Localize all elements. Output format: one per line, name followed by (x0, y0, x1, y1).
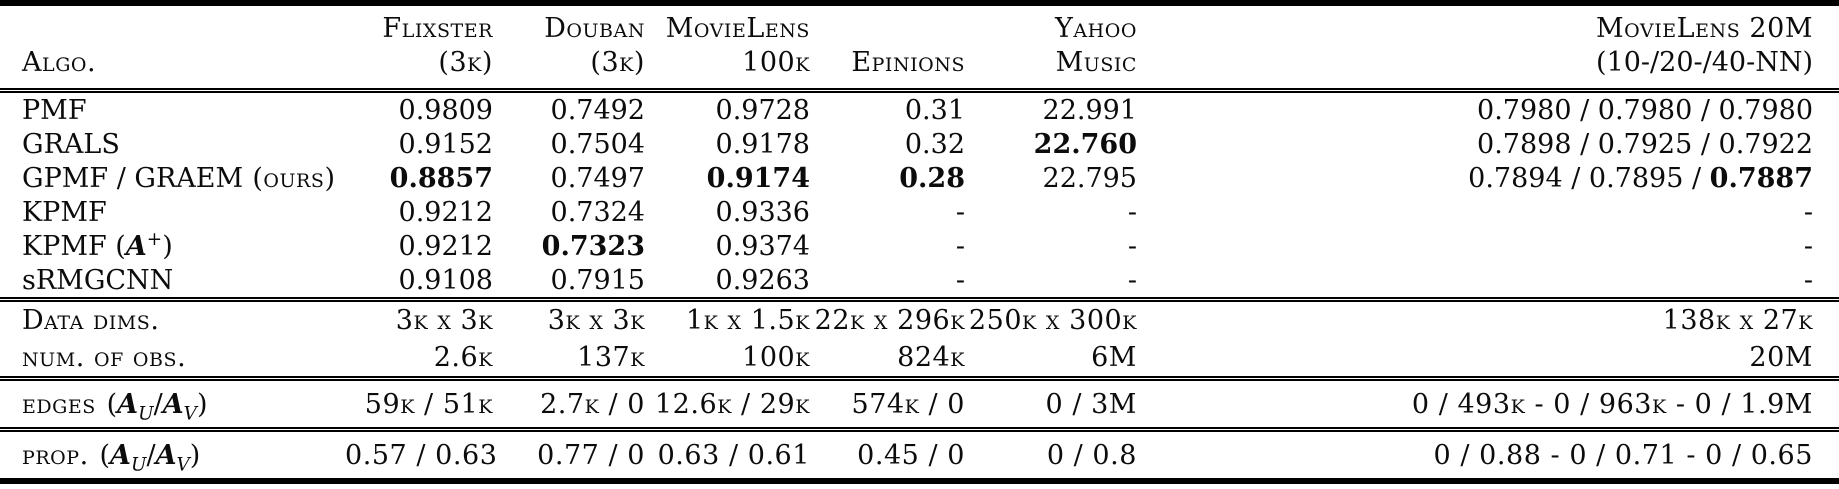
metric-cell-ml20m: 0.7894 / 0.7895 / 0.7887 (1468, 162, 1813, 194)
algo-name: PMF (22, 94, 87, 126)
metric-cell: 0.9152 (398, 128, 493, 160)
stat-cell: 3k x 3k (493, 297, 645, 339)
matrix-a-symbol: A (110, 439, 131, 471)
metric-cell: 0.31 (904, 94, 965, 126)
table-row-pmf: PMF 0.9809 0.7492 0.9728 0.31 22.991 0.7… (0, 91, 1839, 128)
algo-name: KPMF (22, 196, 107, 228)
metric-cell: - (955, 264, 965, 296)
stat-cell: 100k (742, 342, 810, 373)
stat-cell: 138k x 27k (1137, 297, 1839, 339)
metric-cell: 0.9212 (398, 230, 493, 262)
table-row-grals: GRALS 0.9152 0.7504 0.9178 0.32 22.760 0… (0, 127, 1839, 161)
stat-label: Data dims. (0, 297, 345, 339)
stat-cell: 20M (1749, 342, 1813, 373)
metric-cell: 22.991 (1042, 94, 1137, 126)
table-row-num-obs: num. of obs. 2.6k 137k 100k 824k 6M 20M (0, 339, 1839, 379)
algo-name: GRALS (22, 128, 120, 160)
stat-label-edges: edges (AU/AV) (0, 376, 345, 430)
matrix-a-symbol: A (155, 439, 177, 471)
table-row-edges: edges (AU/AV) 59k / 51k 2.7k / 0 12.6k /… (0, 376, 1839, 430)
stat-cell: 0.63 / 0.61 (645, 427, 810, 481)
metric-cell: 0.7324 (550, 196, 645, 228)
algo-name: sRMGCNN (22, 264, 174, 296)
table-row-data-dims: Data dims. 3k x 3k 3k x 3k 1k x 1.5k 22k… (0, 297, 1839, 339)
stat-cell: 0 / 0.8 (965, 427, 1137, 481)
metric-cell: 0.7504 (550, 128, 645, 160)
stat-label-prop: prop. (AU/AV) (0, 427, 345, 481)
metric-cell: 0.9809 (398, 94, 493, 126)
stat-cell: 0 / 493k - 0 / 963k - 0 / 1.9M (1137, 376, 1839, 430)
metric-cell: 0.9108 (398, 264, 493, 296)
header-row: Algo. Flixster (3k) Douban (3k) MovieLen… (0, 3, 1839, 93)
stat-cell: 824k (897, 342, 965, 373)
table-row-prop: prop. (AU/AV) 0.57 / 0.63 0.77 / 0 0.63 … (0, 427, 1839, 481)
stat-cell: 250k x 300k (965, 297, 1137, 339)
au-av-math: (AU/AV) (106, 388, 208, 424)
metric-cell-ml20m: 0.7898 / 0.7925 / 0.7922 (1477, 128, 1813, 160)
stat-cell: 0.77 / 0 (493, 427, 645, 481)
metric-cell: 0.8857 (389, 162, 493, 194)
metric-cell: 0.7915 (550, 264, 645, 296)
table-row-kpmf-aplus: KPMF (A+) 0.9212 0.7323 0.9374 - - - (0, 229, 1839, 263)
stat-cell: 6M (1091, 342, 1137, 373)
table-row-srmgcnn: sRMGCNN 0.9108 0.7915 0.9263 - - - (0, 263, 1839, 300)
metric-cell: 0.9263 (715, 264, 810, 296)
metric-cell: 0.7492 (550, 94, 645, 126)
metric-cell: - (1127, 196, 1137, 228)
metric-cell: - (955, 196, 965, 228)
metric-cell-ml20m: - (1803, 196, 1813, 228)
metric-cell: 22.760 (1033, 128, 1137, 160)
matrix-a-symbol: A (162, 388, 184, 420)
algo-name: GPMF / GRAEM (ours) (22, 162, 336, 194)
metric-cell: - (955, 230, 965, 262)
stat-cell: 59k / 51k (345, 376, 493, 430)
metric-cell: 0.28 (899, 162, 965, 194)
stat-cell: 0.57 / 0.63 (345, 427, 497, 481)
metric-cell: 0.7323 (541, 230, 645, 262)
stat-cell: 0.45 / 0 (810, 427, 965, 481)
metric-cell: 22.795 (1042, 162, 1137, 194)
column-header-movielens100k: MovieLens 100k (645, 3, 810, 93)
stat-label: num. of obs. (22, 342, 187, 373)
column-header-douban: Douban (3k) (493, 3, 645, 93)
metric-cell-ml20m: - (1803, 230, 1813, 262)
au-av-math: (AU/AV) (99, 439, 201, 475)
table-row-kpmf: KPMF 0.9212 0.7324 0.9336 - - - (0, 195, 1839, 229)
stat-cell: 137k (577, 342, 645, 373)
metric-cell: 0.9212 (398, 196, 493, 228)
stat-cell: 0 / 3M (965, 376, 1137, 430)
metric-cell-ml20m: - (1803, 264, 1813, 296)
metric-cell: - (1127, 230, 1137, 262)
matrix-a-symbol: A (125, 230, 147, 262)
metric-cell: - (1127, 264, 1137, 296)
stat-cell: 574k / 0 (810, 376, 965, 430)
matrix-a-symbol: A (117, 388, 139, 420)
column-header-epinions: Epinions (810, 3, 965, 93)
stat-cell: 3k x 3k (345, 297, 493, 339)
metric-cell: 0.32 (904, 128, 965, 160)
stat-cell: 0 / 0.88 - 0 / 0.71 - 0 / 0.65 (1137, 427, 1839, 481)
metric-cell: 0.9728 (715, 94, 810, 126)
metric-cell: 0.7497 (550, 162, 645, 194)
column-header-movielens20m: MovieLens 20M (10-/20-/40-NN) (1137, 3, 1839, 93)
header-algo-label: Algo. (22, 47, 97, 78)
column-header-algo: Algo. (0, 3, 345, 93)
metric-cell-ml20m: 0.7980 / 0.7980 / 0.7980 (1477, 94, 1813, 126)
metric-cell: 0.9174 (706, 162, 810, 194)
column-header-yahoo-music: Yahoo Music (965, 3, 1137, 93)
stat-cell: 2.6k (433, 342, 493, 373)
ours-tag: (ours) (252, 162, 336, 194)
column-header-flixster: Flixster (3k) (345, 3, 493, 93)
algo-name: KPMF (A+) (22, 228, 173, 262)
stat-cell: 12.6k / 29k (645, 376, 810, 430)
stat-cell: 2.7k / 0 (493, 376, 645, 430)
table-row-gpmf-graem: GPMF / GRAEM (ours) 0.8857 0.7497 0.9174 … (0, 161, 1839, 195)
metric-cell: 0.9178 (715, 128, 810, 160)
metric-cell: 0.9374 (715, 230, 810, 262)
metric-cell: 0.9336 (715, 196, 810, 228)
stat-cell: 1k x 1.5k (645, 297, 810, 339)
stat-cell: 22k x 296k (810, 297, 965, 339)
